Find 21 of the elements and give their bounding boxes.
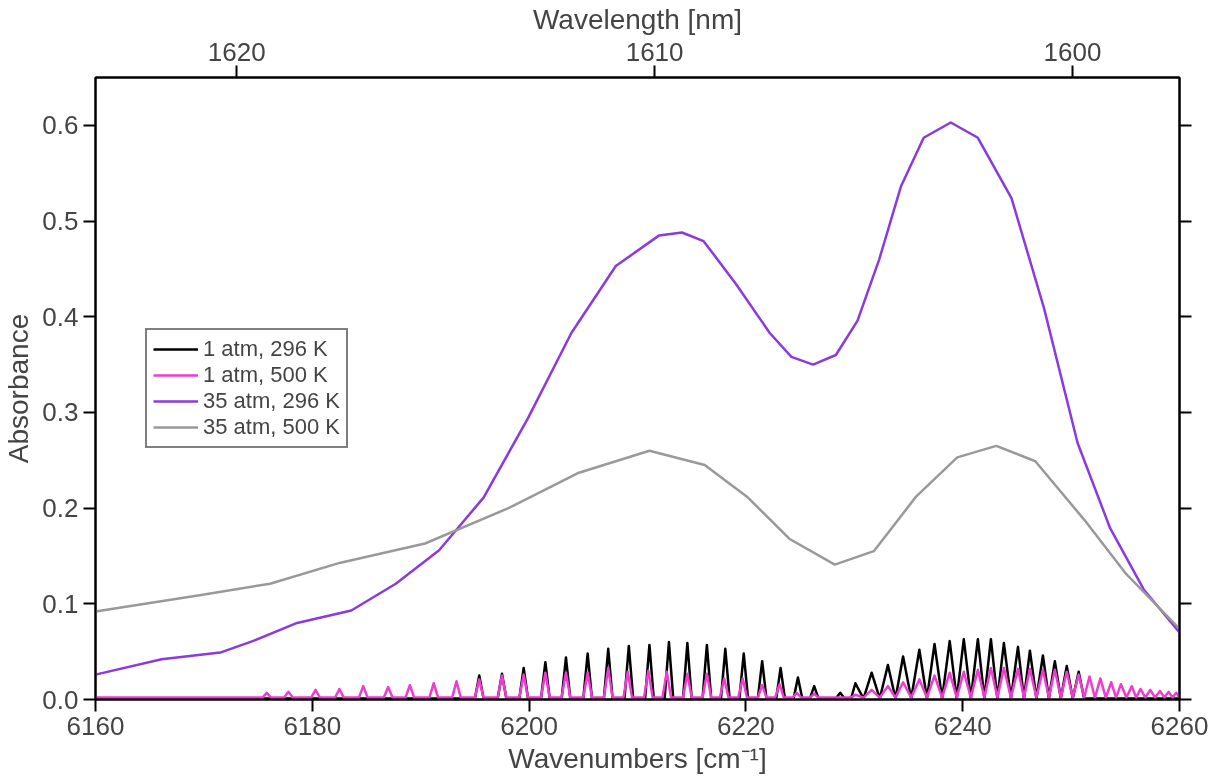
x-tick-label: 6260 xyxy=(1150,710,1209,741)
legend-label: 1 atm, 500 K xyxy=(203,362,328,388)
y-axis-title: Absorbance xyxy=(3,313,35,464)
x2-axis-title: Wavelength [nm] xyxy=(532,3,743,35)
y-tick-label: 0.6 xyxy=(42,110,79,141)
x-tick-label: 6200 xyxy=(500,710,559,741)
x2-tick-label: 1600 xyxy=(1043,36,1102,67)
x2-tick-label: 1610 xyxy=(625,36,684,67)
y-tick-label: 0.2 xyxy=(42,493,79,524)
legend-label: 1 atm, 296 K xyxy=(203,336,328,362)
x-axis-title: Wavenumbers [cm⁻¹] xyxy=(508,742,767,774)
x-tick-label: 6240 xyxy=(933,710,992,741)
y-tick-label: 0.1 xyxy=(42,588,79,619)
legend-label: 35 atm, 500 K xyxy=(203,414,340,440)
x-tick-label: 6220 xyxy=(716,710,775,741)
y-tick-label: 0.4 xyxy=(42,301,79,332)
y-tick-label: 0.3 xyxy=(42,397,79,428)
y-tick-label: 0.5 xyxy=(42,206,79,237)
x-tick-label: 6180 xyxy=(283,710,342,741)
legend-label: 35 atm, 296 K xyxy=(203,388,340,414)
x2-tick-label: 1620 xyxy=(207,36,266,67)
